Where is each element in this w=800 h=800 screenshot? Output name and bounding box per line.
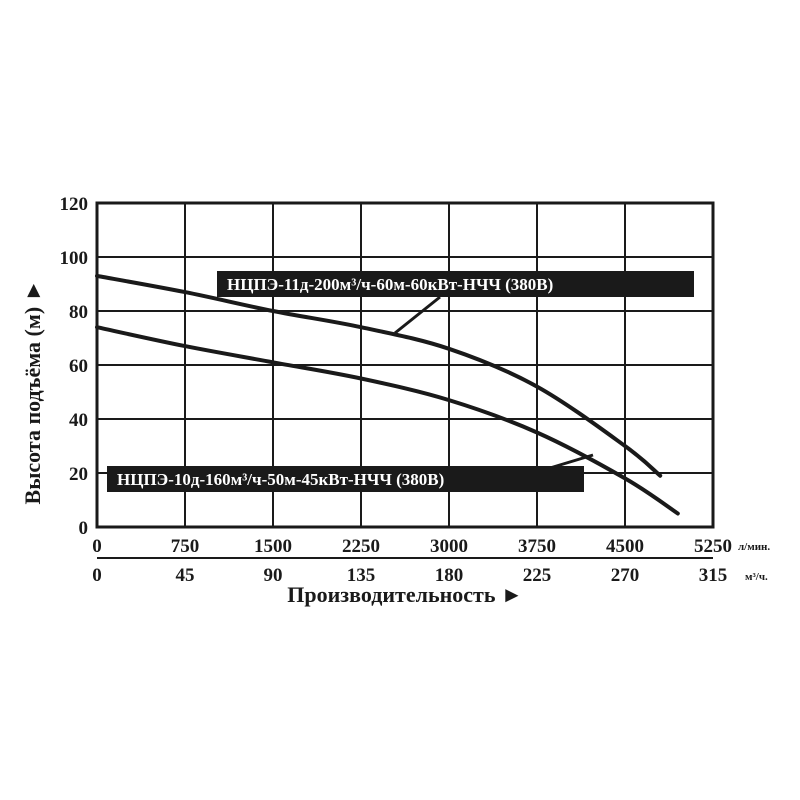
- label-box: [107, 466, 584, 492]
- curve-labels: НЦПЭ-11д-200м³/ч-60м-60кВт-НЧЧ (380В) НЦП…: [107, 271, 694, 492]
- curve-45kw: [95, 325, 680, 516]
- x-axis-title: Производительность ►: [287, 582, 522, 607]
- y-tick-label: 40: [69, 410, 88, 431]
- x-tick-label: 750: [171, 536, 200, 557]
- x-unit-label: л/мин.: [738, 541, 770, 553]
- x2-tick-label: 315: [699, 565, 728, 586]
- x2-tick-label: 45: [176, 565, 195, 586]
- plot-frame: [95, 201, 715, 529]
- x2-tick-label: 90: [264, 565, 283, 586]
- y-tick-label: 60: [69, 356, 88, 377]
- y-tick-label: 20: [69, 464, 88, 485]
- series-label-45kw: НЦПЭ-10д-160м³/ч-50м-45кВт-НЧЧ (380В): [117, 470, 444, 489]
- grid: [95, 201, 715, 529]
- y-tick-label: 120: [60, 194, 89, 215]
- x-tick-label: 5250: [694, 536, 732, 557]
- x2-tick-label: 0: [92, 565, 102, 586]
- x-tick-label: 3000: [430, 536, 468, 557]
- y-tick-labels: 0 20 40 60 80 100 120: [60, 194, 89, 539]
- x2-tick-labels: 0 45 90 135 180 225 270 315: [92, 557, 728, 586]
- x2-tick-label: 135: [347, 565, 376, 586]
- x2-unit-label: м³/ч.: [745, 571, 768, 583]
- curve-60kw: [95, 273, 663, 478]
- y-tick-label: 80: [69, 302, 88, 323]
- series-label-60kw: НЦПЭ-11д-200м³/ч-60м-60кВт-НЧЧ (380В): [227, 275, 553, 294]
- leader-line: [394, 295, 441, 335]
- y-axis-title: Высота подъёма (м) ►: [20, 280, 45, 505]
- x-tick-labels: 0 750 1500 2250 3000 3750 4500 5250: [92, 536, 732, 557]
- x-tick-label: 0: [92, 536, 102, 557]
- x2-tick-label: 180: [435, 565, 464, 586]
- y-tick-label: 0: [79, 518, 89, 539]
- x-tick-label: 3750: [518, 536, 556, 557]
- x-tick-label: 4500: [606, 536, 644, 557]
- x-tick-label: 1500: [254, 536, 292, 557]
- curves: [95, 273, 680, 516]
- x2-tick-label: 225: [523, 565, 552, 586]
- y-tick-label: 100: [60, 248, 89, 269]
- x-tick-label: 2250: [342, 536, 380, 557]
- x2-tick-label: 270: [611, 565, 640, 586]
- label-box: [217, 271, 694, 297]
